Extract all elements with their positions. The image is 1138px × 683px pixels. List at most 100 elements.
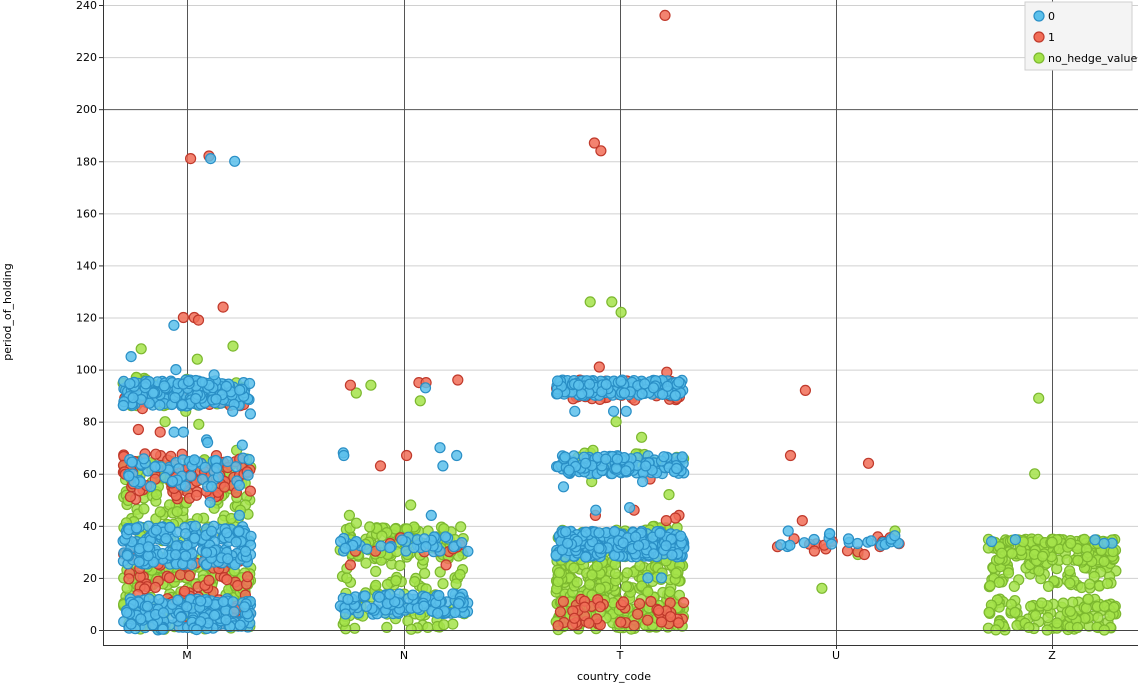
legend-label-0: 0: [1048, 10, 1055, 23]
point-0-M: [140, 378, 152, 390]
point-0-M: [217, 596, 229, 608]
point-1-M: [132, 423, 144, 436]
legend-marker-0: [1033, 10, 1045, 22]
point-0-N: [384, 541, 396, 554]
point-0-M: [206, 525, 218, 537]
point-0-M: [230, 461, 242, 473]
point-no_hedge_value-T: [594, 582, 606, 595]
point-0-T: [559, 451, 571, 463]
point-no_hedge_value-Z: [1036, 550, 1049, 563]
point-0-M: [126, 456, 138, 468]
point-1-N: [452, 374, 464, 386]
point-no_hedge_value-U: [816, 582, 828, 594]
point-0-U: [825, 538, 838, 550]
point-0-M: [141, 600, 154, 612]
point-0-T: [632, 540, 645, 552]
point-no_hedge_value-M: [154, 506, 166, 518]
point-no_hedge_value-Z: [1029, 609, 1042, 622]
point-0-T: [620, 465, 632, 477]
point-no_hedge_value-Z: [1042, 580, 1055, 593]
point-0-M: [188, 454, 200, 466]
point-no_hedge_value-Z: [1008, 580, 1020, 593]
point-0-T: [676, 451, 688, 463]
point-no_hedge_value-Z: [1002, 567, 1015, 579]
point-no_hedge_value-N: [360, 557, 372, 569]
point-0-T: [600, 453, 612, 465]
y-tick-label-20: 20: [83, 572, 97, 585]
point-no_hedge_value-M: [227, 340, 239, 352]
point-0-M: [204, 496, 216, 508]
point-0-T: [600, 378, 612, 390]
point-0-M: [189, 532, 201, 544]
point-no_hedge_value-T: [610, 416, 622, 428]
point-no_hedge_value-Z: [1108, 601, 1120, 613]
point-1-T: [595, 145, 607, 157]
point-1-U: [858, 548, 871, 561]
axis-layer: 0 20 40 60 80 100 120 140 160 180 200 220 240 M N T U Z: [76, 0, 1138, 662]
point-0-M: [181, 601, 193, 613]
point-0-M: [121, 549, 133, 561]
y-tick-label-120: 120: [76, 312, 97, 325]
point-0-M: [170, 364, 182, 376]
point-0-M: [221, 527, 233, 539]
point-no_hedge_value-N: [405, 499, 417, 511]
point-0-T: [670, 462, 683, 475]
point-1-T: [594, 601, 606, 613]
point-0-N: [407, 589, 419, 601]
point-no_hedge_value-T: [584, 296, 596, 308]
point-no_hedge_value-Z: [1080, 602, 1092, 614]
point-no_hedge_value-M: [171, 506, 183, 518]
point-0-M: [244, 408, 256, 420]
point-0-N: [432, 607, 444, 619]
point-1-M: [177, 311, 189, 324]
point-no_hedge_value-T: [663, 489, 675, 501]
point-1-M: [149, 581, 161, 594]
point-0-M: [157, 547, 169, 560]
point-0-M: [125, 618, 137, 630]
point-0-T: [572, 379, 585, 391]
point-0-U: [824, 527, 836, 540]
point-no_hedge_value-Z: [1042, 611, 1054, 624]
point-0-M: [147, 387, 159, 399]
point-0-M: [206, 481, 218, 493]
point-no_hedge_value-T: [664, 586, 676, 598]
point-1-N: [401, 449, 413, 462]
point-0-M: [170, 549, 182, 561]
point-0-T: [560, 526, 572, 538]
point-1-U: [862, 457, 875, 469]
point-0-Z: [1089, 534, 1101, 546]
point-no_hedge_value-N: [437, 578, 449, 590]
point-no_hedge_value-N: [455, 521, 467, 533]
point-0-M: [191, 623, 203, 636]
point-0-U: [782, 525, 794, 537]
point-no_hedge_value-N: [438, 619, 450, 631]
x-axis-title: country_code: [577, 670, 651, 683]
point-no_hedge_value-M: [135, 343, 147, 355]
point-1-T: [583, 617, 595, 629]
point-1-M: [183, 570, 196, 582]
point-0-N: [420, 540, 432, 553]
point-no_hedge_value-Z: [1092, 611, 1104, 624]
point-0-M: [244, 377, 256, 390]
point-0-M: [160, 532, 172, 545]
point-no_hedge_value-N: [390, 574, 402, 587]
point-1-M: [124, 491, 136, 503]
point-no_hedge_value-Z: [1051, 617, 1063, 629]
point-0-M: [243, 453, 255, 466]
point-1-T: [552, 620, 564, 632]
point-0-M: [222, 553, 234, 565]
point-0-M: [242, 469, 254, 481]
point-0-T: [669, 389, 681, 402]
point-1-T: [633, 598, 646, 610]
point-0-M: [196, 376, 208, 388]
point-0-T: [656, 388, 669, 400]
point-no_hedge_value-Z: [1101, 577, 1114, 590]
point-1-M: [185, 153, 197, 165]
point-0-M: [154, 399, 166, 411]
point-0-T: [675, 530, 687, 542]
point-0-M: [157, 623, 169, 635]
point-0-M: [180, 528, 192, 540]
point-no_hedge_value-T: [615, 306, 627, 318]
point-1-N: [344, 379, 356, 391]
